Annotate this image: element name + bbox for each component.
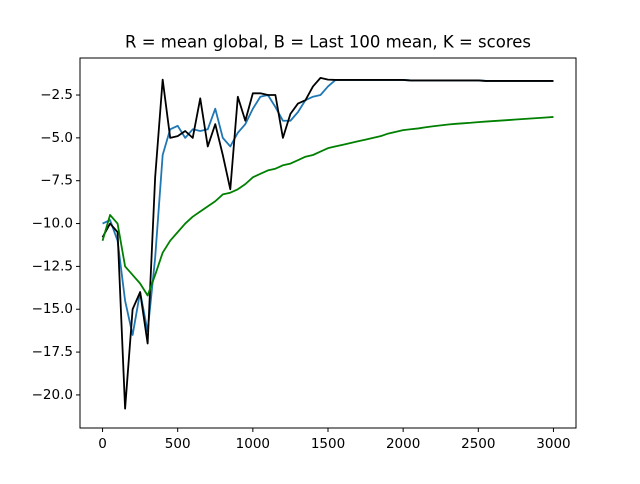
x-tick-label: 2500 [461,436,495,452]
x-tick-label: 3000 [536,436,570,452]
x-tick-label: 1000 [236,436,270,452]
y-tick-label: −2.5 [40,87,73,103]
x-tick-label: 500 [165,436,191,452]
series-line [101,76,554,410]
y-tick-label: −17.5 [32,344,73,360]
x-tick-label: 1500 [311,436,345,452]
y-tick-label: −15.0 [32,301,73,317]
chart-title: R = mean global, B = Last 100 mean, K = … [125,33,531,52]
series-line [102,79,554,336]
y-tick-label: −7.5 [40,173,73,189]
y-tick-label: −20.0 [32,387,73,403]
x-tick-label: 0 [98,436,107,452]
series-line [101,116,554,297]
plot-frame [79,57,577,429]
y-tick-label: −12.5 [32,258,73,274]
y-tick-label: −5.0 [40,130,73,146]
y-tick-label: −10.0 [32,216,73,232]
x-tick-label: 2000 [386,436,420,452]
